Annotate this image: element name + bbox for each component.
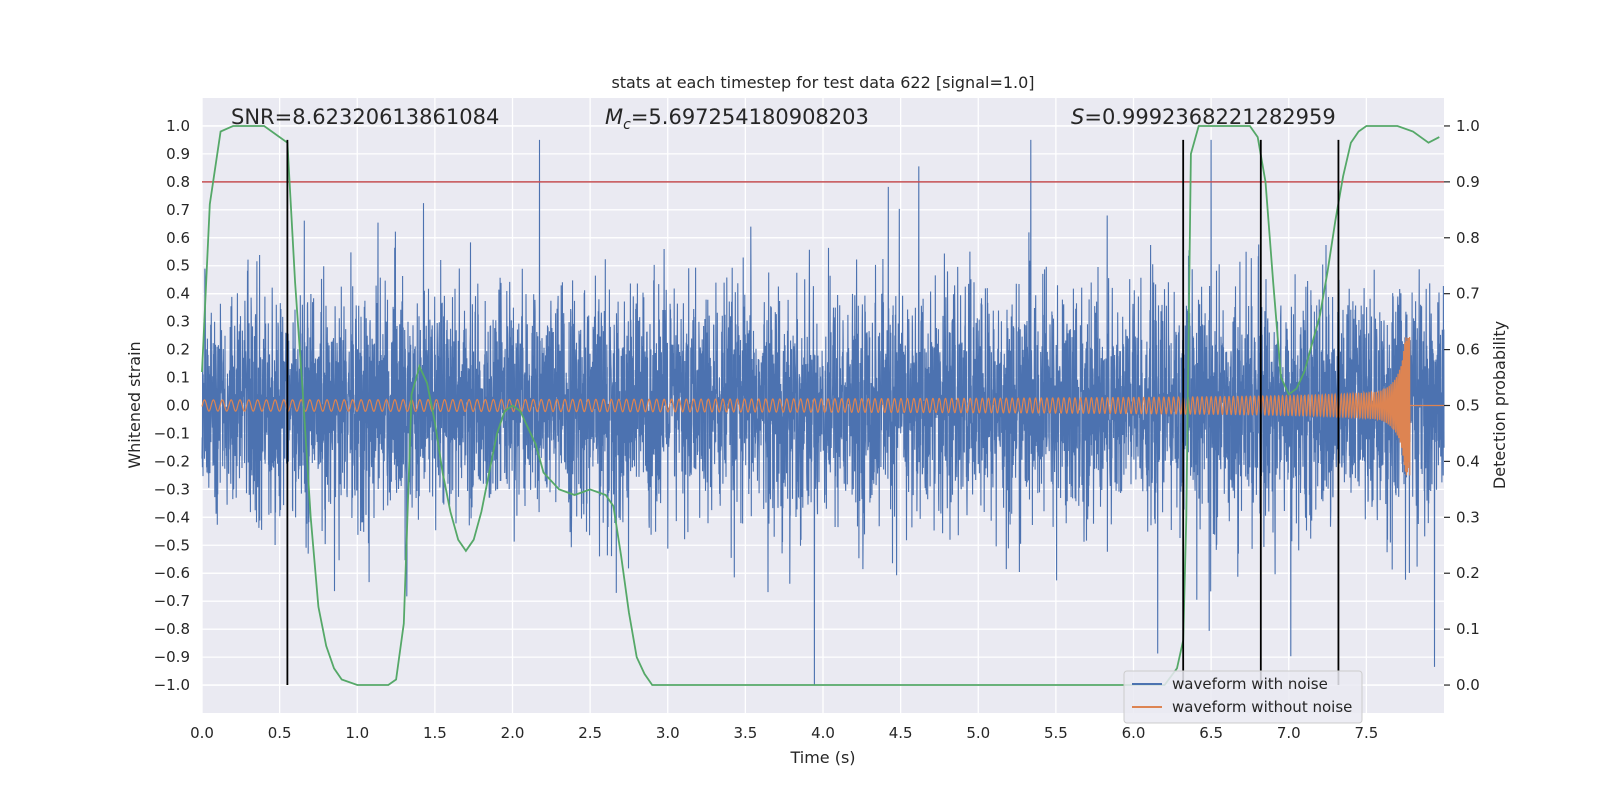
series-waveform-without-noise [201,336,1444,476]
y2-tick-label-0: 1.0 [1456,117,1480,135]
legend-label-clean: waveform without noise [1172,698,1352,716]
y-tick-label-17: −0.7 [154,592,190,610]
chirp-mass-value: =5.697254180908203 [631,105,869,129]
y-tick-label-14: −0.4 [154,508,190,526]
y-tick-label-20: −1.0 [154,676,190,694]
y2-tick-label-9: 0.1 [1456,620,1480,638]
x-tick-label-0: 0.0 [190,724,214,742]
x-axis-ticks: 0.0 0.5 1.0 1.5 2.0 2.5 3.0 3.5 4.0 4.5 5.0 5.5 6.0 6… [190,724,1378,742]
x-tick-label-3: 1.5 [423,724,447,742]
x-tick-label-4: 2.0 [501,724,525,742]
x-tick-label-11: 5.5 [1044,724,1068,742]
x-tick-label-13: 6.5 [1199,724,1223,742]
y-axis-ticks: 1.0 0.9 0.8 0.7 0.6 0.5 0.4 0.3 0.2 0.1 0.0 −0.1 −0.… [154,117,190,694]
legend-label-noise: waveform with noise [1172,675,1328,693]
x-tick-label-8: 4.0 [811,724,835,742]
y-tick-label-13: −0.3 [154,480,190,498]
snr-annotation: SNR=8.62320613861084 [231,105,499,129]
y2-axis-ticks: 1.0 0.9 0.8 0.7 0.6 0.5 0.4 0.3 0.2 0.1 0.0 [1444,117,1480,694]
legend: waveform with noise waveform without noi… [1123,670,1363,724]
chirp-mass-annotation: Mc=5.697254180908203 [605,105,869,133]
event-lines [286,139,1340,686]
y-tick-label-4: 0.6 [166,229,190,247]
x-tick-label-15: 7.5 [1354,724,1378,742]
legend-box [1123,670,1363,724]
y2-tick-label-6: 0.4 [1456,452,1480,470]
y-tick-label-1: 0.9 [166,145,190,163]
y2-tick-label-8: 0.2 [1456,564,1480,582]
chart-title: stats at each timestep for test data 622… [611,73,1034,92]
y-tick-label-10: 0.0 [166,397,190,415]
y2-axis-label: Detection probability [1490,321,1509,489]
x-tick-label-6: 3.0 [656,724,680,742]
y-tick-label-15: −0.5 [154,536,190,554]
y-tick-label-3: 0.7 [166,201,190,219]
y-tick-label-5: 0.5 [166,257,190,275]
y2-tick-label-5: 0.5 [1456,397,1480,415]
y-tick-label-2: 0.8 [166,173,190,191]
y-axis-label: Whitened strain [125,341,144,468]
chirp-mass-symbol: M [605,105,623,129]
y2-tick-label-4: 0.6 [1456,341,1480,359]
y-tick-label-18: −0.8 [154,620,190,638]
x-tick-label-9: 4.5 [889,724,913,742]
y2-tick-label-7: 0.3 [1456,508,1480,526]
x-tick-label-7: 3.5 [733,724,757,742]
y-tick-label-11: −0.1 [154,424,190,442]
y-tick-label-0: 1.0 [166,117,190,135]
y2-tick-label-1: 0.9 [1456,173,1480,191]
x-tick-label-1: 0.5 [268,724,292,742]
series-waveform-with-noise [201,139,1445,686]
x-axis-label: Time (s) [789,748,855,767]
y-tick-label-6: 0.4 [166,285,190,303]
x-tick-label-5: 2.5 [578,724,602,742]
score-value: =0.9992368221282959 [1084,105,1335,129]
y-tick-label-12: −0.2 [154,452,190,470]
y-tick-label-16: −0.6 [154,564,190,582]
noise-waveform-path [201,139,1445,686]
chirp-mass-subscript: c [623,117,631,133]
x-tick-label-14: 7.0 [1277,724,1301,742]
series-detection-probability [201,125,1440,686]
x-tick-label-12: 6.0 [1122,724,1146,742]
x-tick-label-10: 5.0 [966,724,990,742]
y-tick-label-8: 0.2 [166,341,190,359]
x-tick-label-2: 1.0 [345,724,369,742]
detection-probability-path [201,125,1440,686]
y2-tick-label-2: 0.8 [1456,229,1480,247]
clean-waveform-path [201,336,1444,476]
y-tick-label-7: 0.3 [166,313,190,331]
score-annotation: S=0.9992368221282959 [1071,105,1336,129]
y-tick-label-19: −0.9 [154,648,190,666]
score-symbol: S [1071,105,1084,129]
y-tick-label-9: 0.1 [166,369,190,387]
y2-tick-label-10: 0.0 [1456,676,1480,694]
y2-tick-label-3: 0.7 [1456,285,1480,303]
